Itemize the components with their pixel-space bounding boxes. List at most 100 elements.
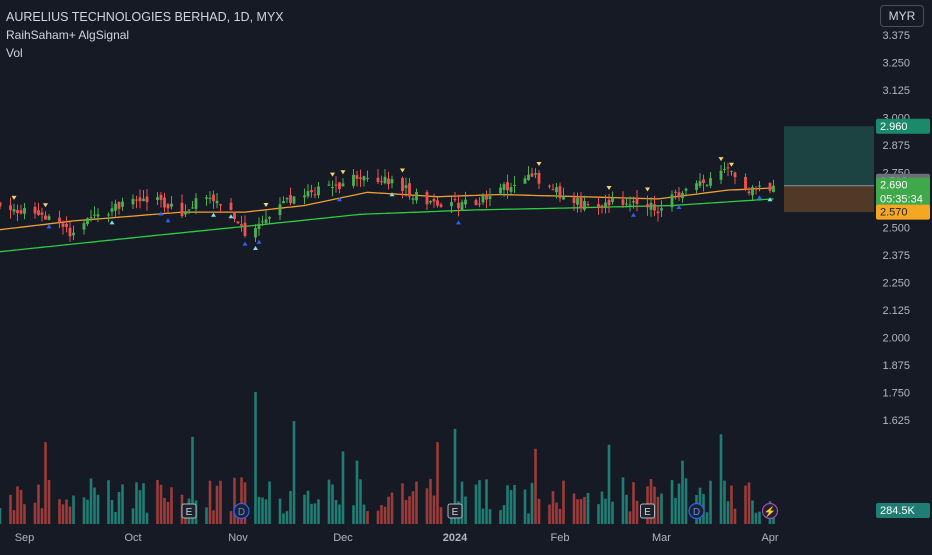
- volume-bar: [600, 491, 604, 524]
- price-tick-label: 3.125: [882, 85, 910, 97]
- candle-body: [355, 175, 359, 179]
- candle-body: [555, 187, 558, 193]
- candle-body: [754, 188, 758, 190]
- volume-bar: [380, 504, 383, 524]
- candle-body: [698, 181, 702, 186]
- event-label: E: [186, 507, 193, 518]
- event-label: E: [452, 507, 459, 518]
- stop-zone: [784, 185, 874, 213]
- candle-body: [257, 223, 261, 229]
- volume-bar: [138, 490, 142, 524]
- volume-indicator-name[interactable]: Vol: [6, 46, 23, 60]
- volume-bar: [387, 496, 390, 524]
- volume-bar: [464, 496, 467, 524]
- volume-bar: [86, 499, 89, 524]
- volume-bar: [282, 513, 285, 524]
- candle-body: [212, 194, 215, 202]
- event-label: E: [644, 507, 651, 518]
- candle-body: [758, 185, 761, 187]
- volume-bar: [534, 448, 537, 524]
- volume-bar: [334, 500, 338, 524]
- indicator-name[interactable]: RaihSaham+ AlgSignal: [6, 28, 130, 42]
- candle-body: [278, 204, 282, 216]
- volume-bar: [289, 490, 292, 524]
- volume-bar: [562, 480, 565, 524]
- candle-body: [453, 199, 457, 201]
- volume-bar: [555, 502, 558, 524]
- candle-body: [751, 187, 754, 196]
- price-tick-label: 2.250: [882, 278, 910, 290]
- price-axis[interactable]: 3.3753.2503.1253.0002.8752.7502.6252.500…: [882, 30, 910, 427]
- candle-body: [58, 217, 61, 223]
- volume-bar: [425, 488, 429, 524]
- signal-marker: [158, 211, 164, 216]
- candle-body: [236, 221, 240, 224]
- volume-bar: [278, 498, 282, 524]
- volume-bar: [233, 477, 236, 524]
- candle-body: [408, 183, 411, 197]
- dividend-event-icon[interactable]: [688, 502, 705, 520]
- candle-body: [607, 199, 611, 206]
- candle-body: [768, 182, 772, 191]
- volume-bar: [145, 512, 149, 524]
- volume-bar: [212, 510, 215, 524]
- signal-marker: [456, 220, 461, 225]
- volume-bar: [579, 499, 583, 524]
- earnings-event-icon[interactable]: [447, 503, 463, 519]
- volume-bar: [68, 506, 72, 524]
- candle-body: [68, 227, 72, 237]
- candle-body: [317, 186, 320, 196]
- candle-body: [145, 196, 149, 203]
- dividend-event-icon[interactable]: [233, 502, 250, 520]
- signal-marker: [389, 192, 395, 197]
- candle-body: [327, 184, 331, 186]
- candle-body: [47, 216, 51, 220]
- candle-body: [82, 223, 86, 230]
- candle-body: [597, 204, 600, 208]
- earnings-event-icon[interactable]: [181, 503, 197, 519]
- event-markers[interactable]: E D E E D ⚡: [181, 502, 779, 520]
- stop-price-label-text: 2.570: [880, 207, 908, 219]
- volume-bar: [478, 480, 481, 524]
- candle-body: [254, 227, 257, 238]
- volume-bar: [362, 504, 366, 524]
- event-label: D: [238, 507, 245, 518]
- volume-bar: [268, 481, 271, 524]
- volume-bar: [166, 501, 170, 524]
- candle-body: [660, 208, 663, 211]
- split-event-icon[interactable]: [761, 502, 779, 520]
- earnings-event-icon[interactable]: [640, 503, 655, 519]
- volume-bar: [502, 505, 506, 524]
- volume-bar: [331, 484, 334, 524]
- candle-body: [292, 196, 296, 204]
- chart-legend: AURELIUS TECHNOLOGIES BERHAD, 1D, MYX Ra…: [6, 8, 284, 62]
- volume-bar: [576, 499, 579, 524]
- volume-bar: [513, 485, 516, 524]
- candle-body: [404, 185, 408, 189]
- volume-bar: [44, 442, 47, 524]
- currency-button[interactable]: MYR: [880, 5, 924, 27]
- candle-body: [579, 195, 583, 209]
- volume-bar: [107, 480, 110, 524]
- candle-body: [726, 167, 730, 169]
- time-axis[interactable]: Sep Oct Nov Dec 2024 Feb Mar Apr: [15, 532, 779, 544]
- volume-bar: [758, 511, 761, 524]
- candle-body: [632, 201, 635, 203]
- volume-bar: [408, 496, 411, 524]
- volume-bar: [33, 502, 37, 524]
- candle-body: [509, 187, 513, 192]
- candle-body: [366, 178, 369, 180]
- candle-body: [488, 196, 492, 199]
- volume-bar: [723, 480, 726, 524]
- position-zones: [784, 126, 874, 213]
- candle-body: [142, 198, 145, 201]
- signal-marker: [228, 214, 234, 219]
- target-zone: [784, 126, 874, 186]
- symbol-title[interactable]: AURELIUS TECHNOLOGIES BERHAD, 1D, MYX: [6, 10, 284, 24]
- candle-body: [572, 197, 576, 204]
- candle-body: [170, 203, 173, 207]
- volume-bar: [597, 504, 600, 524]
- candles-layer: [0, 161, 775, 242]
